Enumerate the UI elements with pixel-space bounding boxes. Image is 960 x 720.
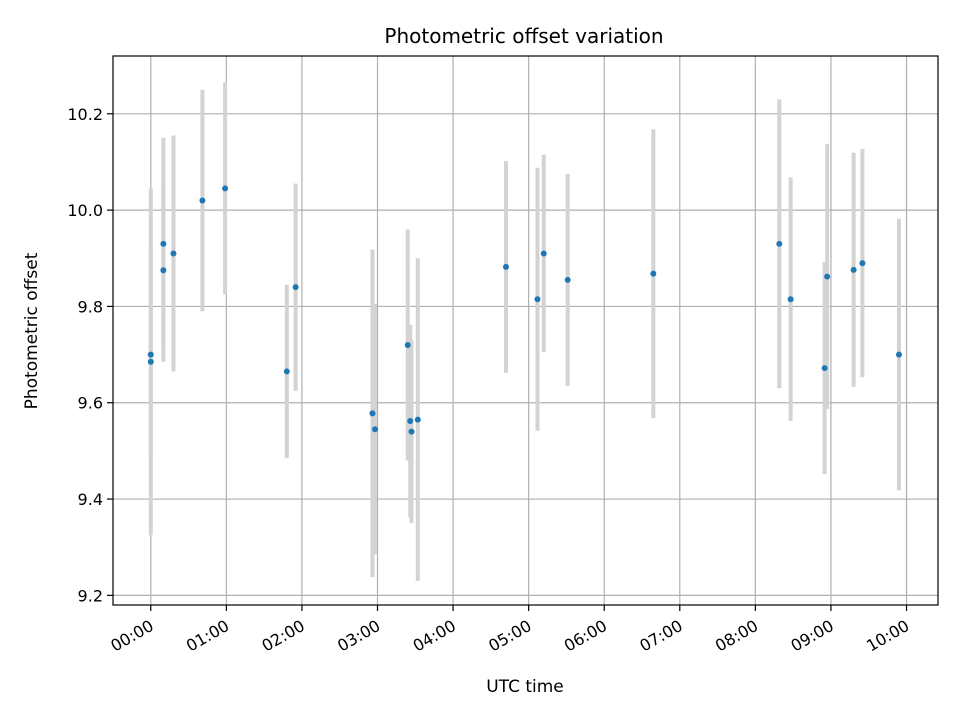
y-tick-label: 10.2 [67, 105, 103, 124]
y-tick-label: 9.2 [78, 586, 103, 605]
data-point [650, 270, 657, 277]
x-tick-label: 03:00 [334, 616, 383, 656]
data-point [371, 426, 378, 433]
x-tick-label: 10:00 [863, 616, 912, 656]
x-tick-label: 01:00 [183, 616, 232, 656]
plot-frame [112, 55, 939, 606]
data-point [292, 284, 299, 291]
y-tick-label: 10.0 [67, 201, 103, 220]
data-point [407, 418, 414, 425]
chart-title: Photometric offset variation [384, 24, 663, 48]
error-bars [148, 82, 901, 581]
data-point [414, 416, 421, 423]
x-tick-label: 06:00 [561, 616, 610, 656]
data-points [147, 185, 902, 435]
x-tick-label: 02:00 [258, 616, 307, 656]
data-point [564, 276, 571, 283]
data-point [895, 351, 902, 358]
data-point [147, 358, 154, 365]
data-point [199, 197, 206, 204]
data-point [369, 410, 376, 417]
data-point [776, 240, 783, 247]
x-axis-label: UTC time [486, 677, 564, 697]
data-point [160, 240, 167, 247]
x-tick-label: 08:00 [712, 616, 761, 656]
grid [113, 56, 938, 605]
data-point [787, 296, 794, 303]
data-point [408, 428, 415, 435]
data-point [850, 266, 857, 273]
data-point [540, 250, 547, 257]
x-axis-ticks: 00:00 01:00 02:00 03:00 04:00 05:00 06:00 07:00… [107, 605, 913, 656]
data-point [160, 267, 167, 274]
data-point [222, 185, 229, 192]
data-point [404, 341, 411, 348]
x-tick-label: 05:00 [485, 616, 534, 656]
x-tick-label: 09:00 [788, 616, 837, 656]
y-axis-label: Photometric offset [22, 252, 42, 409]
data-point [859, 260, 866, 267]
data-point [147, 351, 154, 358]
data-point [283, 368, 290, 375]
y-tick-label: 9.8 [78, 297, 103, 316]
data-point [502, 263, 509, 270]
x-tick-label: 00:00 [107, 616, 156, 656]
data-point [534, 296, 541, 303]
data-point [170, 250, 177, 257]
y-tick-label: 9.4 [78, 490, 103, 509]
y-tick-label: 9.6 [78, 394, 103, 413]
y-axis-ticks: 9.2 9.4 9.6 9.8 10.0 10.2 [67, 105, 113, 605]
data-point [821, 365, 828, 372]
data-point [824, 273, 831, 280]
x-tick-label: 07:00 [636, 616, 685, 656]
x-tick-label: 04:00 [410, 616, 459, 656]
